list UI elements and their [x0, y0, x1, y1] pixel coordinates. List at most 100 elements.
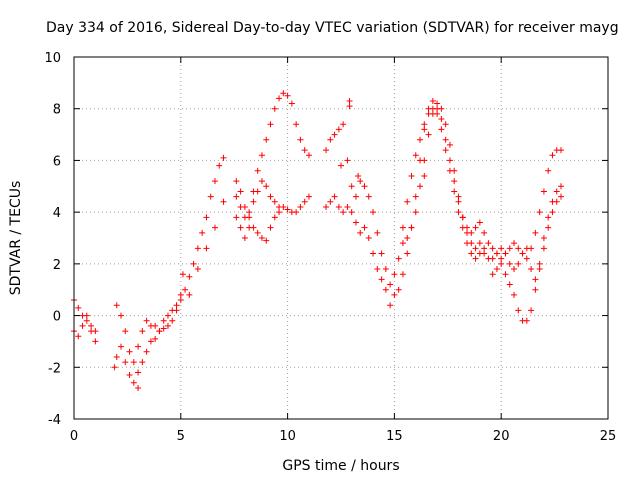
y-tick-label: -4 [48, 413, 61, 428]
data-point [395, 286, 402, 293]
data-point [446, 167, 453, 174]
data-point [246, 209, 253, 216]
series-trace-D [323, 97, 488, 298]
data-point [186, 291, 193, 298]
data-point [113, 302, 120, 309]
series-isolated-points [135, 97, 428, 391]
data-point [421, 126, 428, 133]
data-point [344, 203, 351, 210]
data-point [194, 266, 201, 273]
data-point [139, 359, 146, 366]
x-tick-label: 20 [493, 429, 510, 444]
data-point [357, 229, 364, 236]
data-point [540, 188, 547, 195]
data-point [515, 307, 522, 314]
data-point [323, 203, 330, 210]
series-trace-B [71, 178, 312, 366]
data-point [459, 224, 466, 231]
data-point [434, 110, 441, 117]
x-tick-label: 0 [70, 429, 78, 444]
data-point [558, 183, 565, 190]
data-point [370, 209, 377, 216]
data-point [160, 317, 167, 324]
series-trace-F [399, 105, 565, 324]
series-trace-E [323, 105, 483, 309]
data-point [340, 121, 347, 128]
data-point [211, 224, 218, 231]
data-point [111, 364, 118, 371]
data-point [395, 255, 402, 262]
data-point [468, 229, 475, 236]
data-point [481, 250, 488, 257]
data-point [233, 193, 240, 200]
data-point [75, 333, 82, 340]
data-point [545, 167, 552, 174]
data-point [489, 271, 496, 278]
data-point [506, 260, 513, 267]
data-point [536, 260, 543, 267]
data-point [327, 198, 334, 205]
data-point [250, 198, 257, 205]
data-point [182, 286, 189, 293]
data-point [186, 273, 193, 280]
data-point [485, 240, 492, 247]
data-point [532, 276, 539, 283]
data-point [370, 250, 377, 257]
data-point [194, 245, 201, 252]
data-point [404, 198, 411, 205]
data-point [434, 100, 441, 107]
data-point [348, 183, 355, 190]
data-point [412, 193, 419, 200]
data-point [263, 237, 270, 244]
data-point [536, 209, 543, 216]
data-point [164, 322, 171, 329]
data-point [233, 178, 240, 185]
x-tick-label: 10 [279, 429, 296, 444]
data-point [481, 245, 488, 252]
data-point [429, 105, 436, 112]
data-point [254, 188, 261, 195]
axis-ticks [73, 56, 609, 420]
data-point [536, 266, 543, 273]
data-point [135, 384, 142, 391]
data-point [135, 343, 142, 350]
data-point [489, 245, 496, 252]
data-point [442, 121, 449, 128]
data-point [442, 136, 449, 143]
data-point [515, 245, 522, 252]
data-point [117, 312, 124, 319]
data-point [528, 245, 535, 252]
data-point [216, 162, 223, 169]
data-point [237, 203, 244, 210]
data-point [519, 250, 526, 257]
data-point [271, 214, 278, 221]
y-tick-label: 6 [53, 154, 61, 169]
data-point [241, 214, 248, 221]
data-point [344, 157, 351, 164]
data-point [459, 214, 466, 221]
data-point [203, 214, 210, 221]
data-point [558, 193, 565, 200]
plot-frame [73, 56, 609, 420]
data-point [545, 214, 552, 221]
data-point [258, 235, 265, 241]
data-point [276, 95, 283, 102]
data-point [472, 255, 479, 262]
data-point [498, 260, 505, 267]
data-point [152, 322, 159, 329]
data-point [425, 131, 432, 138]
data-point [177, 297, 184, 304]
data-point [549, 209, 556, 216]
data-point [190, 260, 197, 267]
data-point [464, 240, 471, 247]
data-point [404, 250, 411, 257]
data-point [220, 154, 227, 161]
data-point [83, 317, 90, 324]
y-tick-label: 2 [53, 258, 61, 273]
data-point [323, 147, 330, 154]
data-point [511, 240, 518, 247]
data-point [271, 105, 278, 112]
data-point [455, 209, 462, 216]
data-point [284, 206, 291, 213]
